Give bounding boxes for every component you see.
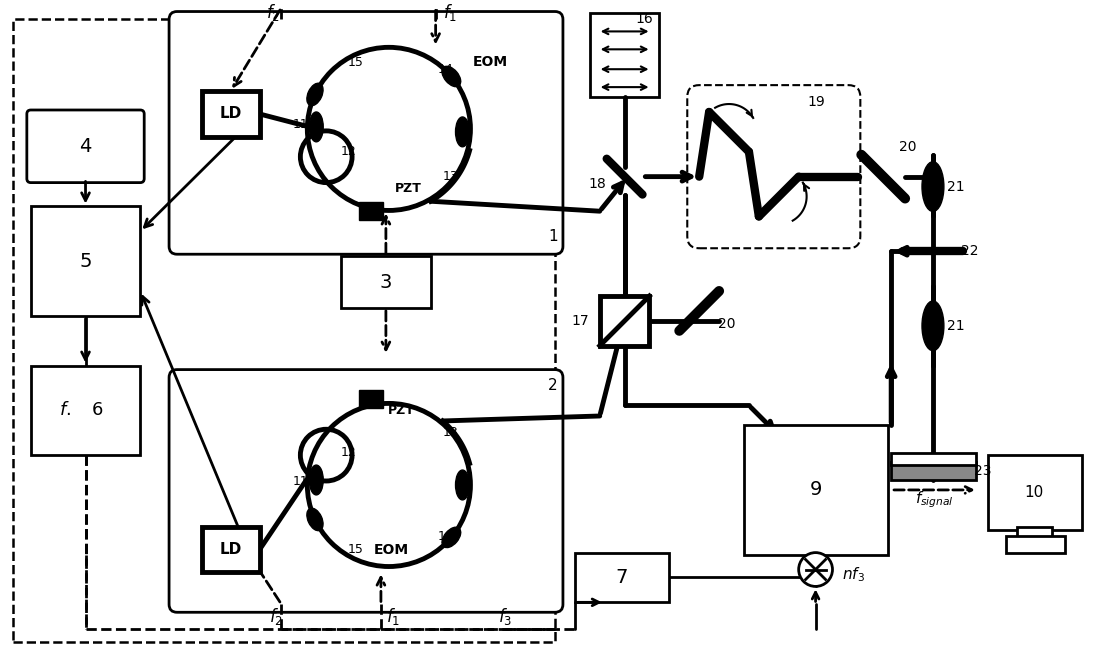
Circle shape — [798, 552, 832, 586]
Text: 15: 15 — [348, 56, 364, 69]
Bar — [891, 462, 976, 480]
Ellipse shape — [456, 470, 469, 500]
Text: 22: 22 — [960, 244, 978, 258]
Text: 16: 16 — [636, 13, 654, 27]
Text: $f_1$: $f_1$ — [385, 606, 400, 627]
Text: $f_1$: $f_1$ — [444, 2, 458, 23]
Ellipse shape — [922, 162, 944, 211]
Bar — [590, 13, 659, 97]
Bar — [1018, 527, 1052, 537]
Text: PZT: PZT — [395, 182, 422, 195]
Ellipse shape — [309, 465, 323, 495]
Text: 1: 1 — [548, 229, 558, 244]
Text: 5: 5 — [79, 252, 92, 271]
Ellipse shape — [307, 508, 323, 531]
Bar — [202, 527, 259, 572]
Text: 20: 20 — [900, 140, 916, 154]
Text: 15: 15 — [348, 543, 364, 556]
FancyBboxPatch shape — [169, 370, 563, 612]
Bar — [359, 203, 383, 220]
FancyBboxPatch shape — [169, 11, 563, 254]
Bar — [1006, 536, 1065, 552]
Text: $f_3$: $f_3$ — [498, 606, 512, 627]
Text: $f_2$: $f_2$ — [266, 2, 280, 23]
Bar — [31, 207, 140, 316]
Text: $f_2$: $f_2$ — [269, 606, 284, 627]
Text: 12: 12 — [340, 145, 355, 158]
Text: 13: 13 — [443, 170, 458, 183]
FancyBboxPatch shape — [26, 110, 145, 183]
Text: LD: LD — [220, 542, 242, 557]
Ellipse shape — [922, 301, 944, 351]
Text: 19: 19 — [808, 95, 826, 109]
Text: $nf_3$: $nf_3$ — [842, 565, 864, 584]
Bar — [599, 296, 649, 346]
Text: 11: 11 — [293, 118, 308, 131]
Text: EOM: EOM — [473, 55, 508, 69]
Text: $f_{signal}$: $f_{signal}$ — [915, 489, 954, 510]
Bar — [988, 455, 1082, 530]
Ellipse shape — [442, 66, 460, 86]
Text: 3: 3 — [380, 272, 392, 291]
Text: 7: 7 — [615, 568, 628, 587]
Bar — [202, 91, 259, 137]
Text: 21: 21 — [947, 179, 965, 194]
Text: 9: 9 — [809, 481, 821, 499]
Ellipse shape — [307, 83, 323, 106]
Text: 14: 14 — [437, 530, 454, 543]
Text: LD: LD — [220, 106, 242, 122]
Text: 17: 17 — [571, 314, 588, 328]
Text: 12: 12 — [340, 446, 355, 459]
Text: 6: 6 — [92, 401, 103, 420]
Bar — [13, 19, 555, 642]
Ellipse shape — [442, 527, 460, 548]
Text: 13: 13 — [443, 426, 458, 439]
Text: 20: 20 — [719, 317, 735, 331]
Text: 10: 10 — [1025, 485, 1044, 501]
Text: 2: 2 — [548, 378, 558, 393]
Text: 23: 23 — [974, 464, 991, 478]
Text: 21: 21 — [947, 319, 965, 333]
Bar — [341, 256, 431, 308]
Text: $f.$: $f.$ — [59, 401, 71, 420]
Text: EOM: EOM — [373, 542, 408, 556]
Text: 4: 4 — [79, 137, 92, 156]
Bar — [891, 453, 976, 465]
Text: PZT: PZT — [388, 404, 414, 417]
Bar — [744, 425, 889, 554]
Bar — [575, 552, 669, 602]
Bar — [359, 390, 383, 408]
Text: 18: 18 — [588, 177, 606, 191]
Text: 11: 11 — [293, 475, 308, 489]
Ellipse shape — [309, 112, 323, 142]
Text: 14: 14 — [437, 62, 454, 76]
Ellipse shape — [456, 117, 469, 147]
Bar — [31, 366, 140, 455]
